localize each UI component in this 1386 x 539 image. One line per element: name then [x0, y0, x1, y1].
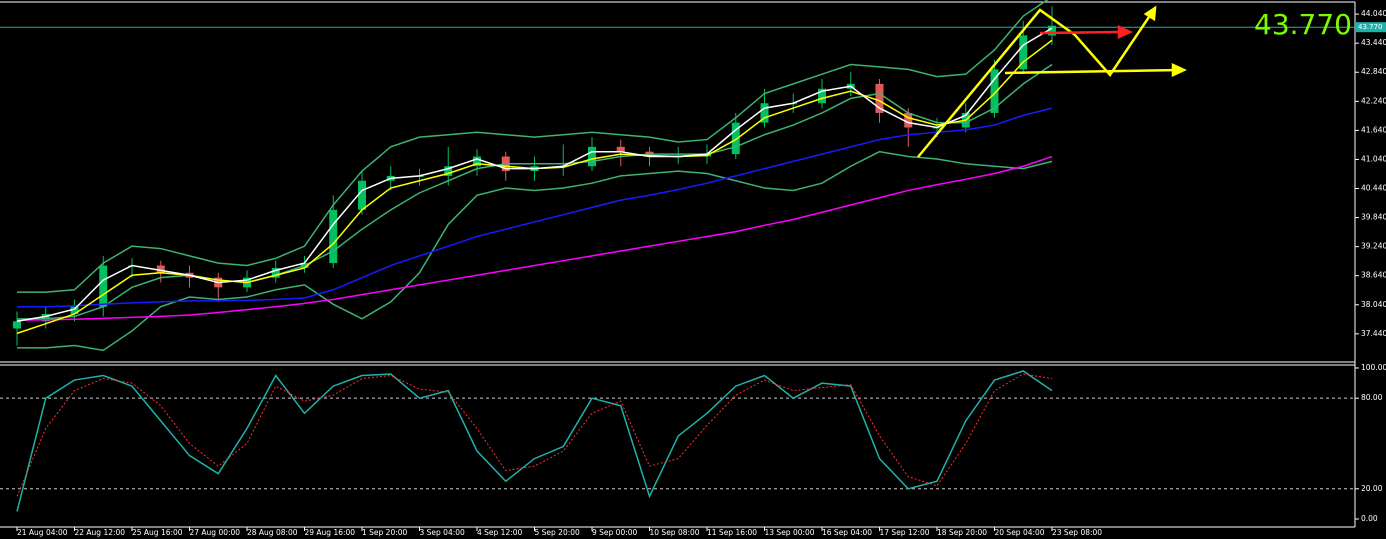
x-tick-label: 3 Sep 04:00 [420, 528, 466, 537]
candle-body [13, 321, 21, 329]
y-tick-label: 100.00 [1361, 363, 1386, 372]
x-tick-label: 1 Sep 20:00 [362, 528, 408, 537]
y-tick-label: 39.240 [1361, 242, 1386, 251]
candle-body [444, 166, 453, 176]
candle-body [588, 146, 596, 167]
x-tick-label: 20 Sep 04:00 [995, 528, 1045, 537]
candle-body [271, 267, 280, 278]
x-tick-label: 27 Aug 00:00 [190, 528, 241, 537]
y-tick-label: 42.240 [1361, 96, 1386, 105]
y-tick-label: 41.640 [1361, 125, 1386, 134]
candle-body [875, 83, 884, 113]
y-tick-label: 38.040 [1361, 300, 1386, 309]
y-tick-label: 0.00 [1361, 514, 1378, 523]
current-price-box [1356, 22, 1386, 33]
x-tick-label: 11 Sep 16:00 [707, 528, 757, 537]
x-tick-label: 13 Sep 00:00 [765, 528, 815, 537]
indicator-line [16, 27, 1053, 322]
x-tick-label: 16 Sep 04:00 [822, 528, 872, 537]
candle-body [1019, 35, 1028, 70]
indicator-line [17, 107, 1053, 308]
candle-body [1048, 25, 1056, 36]
y-tick-label: 42.840 [1361, 67, 1386, 76]
candle-body [99, 265, 108, 307]
arrow-head [1143, 5, 1157, 22]
x-tick-label: 18 Sep 20:00 [937, 528, 987, 537]
indicator-line [16, 370, 1053, 512]
y-tick-label: 40.440 [1361, 184, 1386, 193]
candle-body [329, 209, 338, 264]
candle-body [156, 265, 165, 273]
support-arrow [1004, 68, 1181, 75]
x-tick-label: 28 Aug 08:00 [247, 528, 298, 537]
candle-body [760, 103, 769, 123]
candle-body [818, 88, 826, 104]
candle-body [731, 122, 740, 155]
zigzag-arrow [917, 7, 1157, 158]
candle-body [41, 313, 50, 322]
candle-body [904, 112, 913, 128]
x-tick-label: 25 Aug 16:00 [132, 528, 183, 537]
x-tick-label: 5 Sep 20:00 [535, 528, 581, 537]
indicator-line [16, 373, 1053, 497]
y-tick-label: 37.440 [1361, 329, 1386, 338]
candle-body [70, 306, 79, 314]
x-tick-label: 10 Sep 08:00 [650, 528, 700, 537]
x-tick-label: 4 Sep 12:00 [477, 528, 523, 537]
candle-body [616, 146, 625, 152]
red-arrow [1039, 30, 1121, 35]
annotations [917, 5, 1188, 158]
candle-body [990, 69, 999, 113]
y-tick-label: 39.840 [1361, 213, 1386, 222]
indicator-line [17, 0, 1049, 293]
y-tick-label: 80.00 [1361, 393, 1383, 402]
indicator-line [16, 155, 1053, 322]
y-tick-label: 44.040 [1361, 9, 1386, 18]
x-tick-label: 17 Sep 12:00 [880, 528, 930, 537]
y-tick-label: 20.00 [1361, 484, 1383, 493]
y-tick-label: 43.440 [1361, 38, 1386, 47]
current-price-big: 43.770 [1254, 8, 1352, 41]
indicator-line [17, 150, 1053, 352]
arrow-head [1171, 63, 1188, 77]
x-tick-label: 23 Sep 08:00 [1052, 528, 1102, 537]
arrow-head [1117, 25, 1134, 39]
x-tick-label: 21 Aug 04:00 [17, 528, 68, 537]
x-tick-label: 22 Aug 12:00 [75, 528, 126, 537]
y-tick-label: 41.040 [1361, 154, 1386, 163]
candle-body [358, 180, 366, 210]
y-tick-label: 38.640 [1361, 271, 1386, 280]
x-tick-label: 9 Sep 00:00 [592, 528, 638, 537]
x-tick-label: 29 Aug 16:00 [305, 528, 356, 537]
current-price-label: 43.770 [1358, 23, 1383, 31]
candle-body [473, 156, 481, 167]
